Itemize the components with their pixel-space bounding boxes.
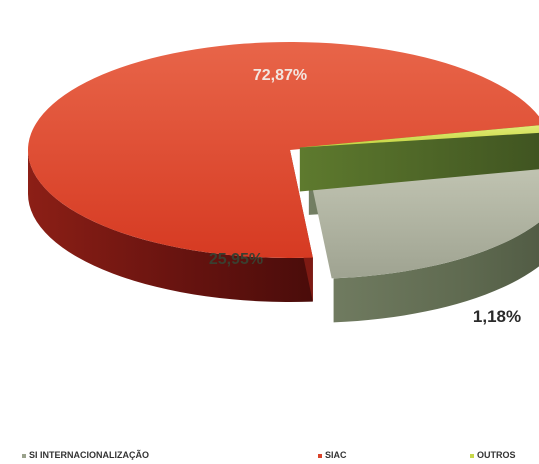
slice-outros-top [299, 125, 539, 148]
legend: SI INTERNACIONALIZAÇÃO SIAC OUTROS [22, 450, 516, 460]
legend-item-outros: OUTROS [470, 450, 516, 460]
legend-item-siac: SIAC [318, 450, 347, 460]
slice-outros-side [299, 125, 539, 192]
legend-label-si-internacionalizacao: SI INTERNACIONALIZAÇÃO [29, 450, 149, 460]
legend-swatch-outros [470, 454, 474, 458]
slice-outros [299, 125, 539, 192]
slice-si-internacionalizacao [308, 156, 539, 323]
data-label-outros: 1,18% [473, 307, 521, 326]
data-label-siac: 72,87% [253, 67, 307, 84]
data-label-si-internacionalizacao: 25,95% [209, 251, 263, 268]
legend-label-siac: SIAC [325, 450, 347, 460]
legend-swatch-si-internacionalizacao [22, 454, 26, 458]
slice-si-top [308, 156, 539, 279]
legend-swatch-siac [318, 454, 322, 458]
slice-siac-side [27, 150, 313, 302]
legend-item-si-internacionalizacao: SI INTERNACIONALIZAÇÃO [22, 450, 149, 460]
slice-siac [27, 42, 539, 302]
slice-siac-top [28, 42, 539, 258]
legend-label-outros: OUTROS [477, 450, 516, 460]
